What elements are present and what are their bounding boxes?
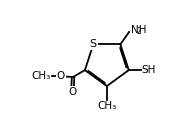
- Text: O: O: [57, 71, 65, 81]
- Text: SH: SH: [142, 65, 156, 75]
- Text: NH: NH: [131, 25, 146, 35]
- Text: CH₃: CH₃: [97, 101, 116, 111]
- Text: CH₃: CH₃: [31, 71, 51, 81]
- Text: O: O: [68, 87, 77, 97]
- Text: S: S: [90, 39, 97, 49]
- Text: 2: 2: [137, 27, 142, 36]
